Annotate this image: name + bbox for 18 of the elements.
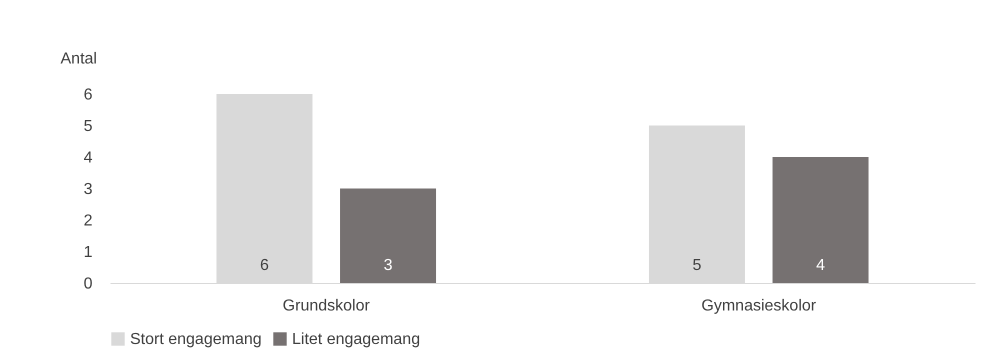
y-tick-label: 0	[84, 276, 93, 292]
data-label: 5	[692, 257, 702, 274]
x-tick-label: Gymnasieskolor	[701, 298, 817, 314]
legend-label: Litet engagemang	[292, 331, 420, 348]
data-label: 6	[260, 257, 270, 274]
data-label: 4	[816, 257, 826, 274]
y-tick-label: 1	[84, 244, 93, 261]
y-tick-label: 4	[84, 150, 93, 166]
bar	[340, 188, 436, 283]
y-tick-label: 5	[84, 118, 93, 135]
y-tick-label: 2	[84, 212, 93, 230]
x-tick-label: Grundskolor	[282, 298, 370, 314]
y-tick-label: 6	[84, 86, 93, 104]
legend-label: Stort engagemang	[130, 331, 262, 348]
bar	[772, 157, 869, 283]
y-axis-title: Antal	[60, 50, 97, 68]
y-tick-label: 3	[84, 181, 93, 198]
data-label: 3	[384, 257, 393, 274]
